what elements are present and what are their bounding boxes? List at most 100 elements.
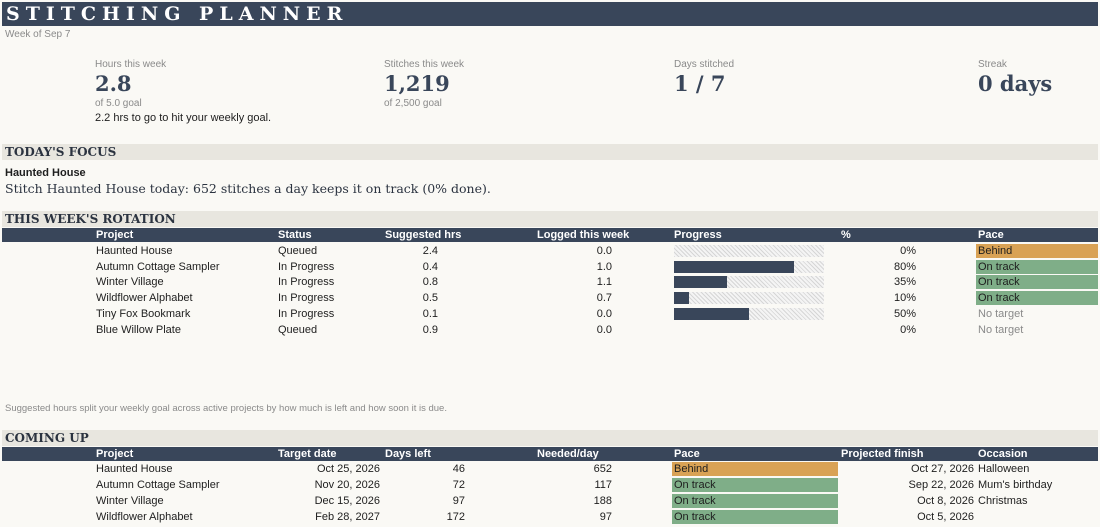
rotation-status: In Progress [278, 308, 335, 320]
coming-target: Nov 20, 2026 [314, 479, 380, 491]
rotation-logged: 0.7 [596, 292, 612, 304]
rotation-project: Blue Willow Plate [96, 324, 181, 336]
coming-target: Dec 15, 2026 [314, 495, 380, 507]
rotation-project: Tiny Fox Bookmark [96, 308, 191, 320]
coming-days-left: 97 [452, 495, 465, 507]
pace-badge: No target [978, 308, 1024, 320]
kpi-stitches-sub: of 2,500 goal [384, 98, 442, 109]
rotation-percent: 35% [893, 276, 916, 288]
coming-row[interactable]: Autumn Cottage Sampler Nov 20, 2026 72 1… [0, 477, 1100, 493]
rotation-row[interactable]: Wildflower Alphabet In Progress 0.5 0.7 … [0, 290, 1100, 306]
kpi-stitches: Stitches this week 1,219 of 2,500 goal [384, 59, 464, 109]
pace-badge: On track [976, 275, 1098, 289]
rotation-row[interactable]: Winter Village In Progress 0.8 1.1 35% O… [0, 274, 1100, 290]
coming-col-target: Target date [278, 448, 337, 460]
coming-days-left: 172 [446, 511, 465, 523]
rotation-col-logged: Logged this week [537, 229, 630, 241]
coming-days-left: 72 [452, 479, 465, 491]
coming-target: Feb 28, 2027 [315, 511, 380, 523]
coming-row[interactable]: Haunted House Oct 25, 2026 46 652 Behind… [0, 461, 1100, 477]
progress-fill [674, 308, 749, 320]
coming-col-project: Project [96, 448, 134, 460]
progress-bar [674, 245, 824, 257]
rotation-percent: 0% [900, 245, 916, 257]
rotation-status: In Progress [278, 292, 335, 304]
coming-up-header: Project Target date Days left Needed/day… [2, 447, 1098, 461]
rotation-percent: 0% [900, 324, 916, 336]
pace-badge: Behind [672, 462, 838, 476]
rotation-row[interactable]: Tiny Fox Bookmark In Progress 0.1 0.0 50… [0, 306, 1100, 322]
coming-needed: 188 [593, 495, 612, 507]
kpi-hours-label: Hours this week [95, 59, 167, 70]
rotation-status: In Progress [278, 276, 335, 288]
coming-col-pace: Pace [674, 448, 700, 460]
pace-badge: On track [976, 291, 1098, 305]
rotation-col-percent: % [841, 229, 851, 241]
pace-badge: No target [978, 324, 1024, 336]
rotation-suggested: 0.4 [422, 261, 438, 273]
rotation-suggested: 2.4 [422, 245, 438, 257]
pace-badge: On track [672, 510, 838, 524]
kpi-hours-sub: of 5.0 goal [95, 98, 142, 109]
app-title: STITCHING PLANNER [2, 2, 1098, 26]
coming-occasion: Halloween [978, 463, 1030, 475]
coming-occasion: Mum's birthday [978, 479, 1053, 491]
kpi-days: Days stitched 1 / 7 [674, 59, 734, 96]
rotation-logged: 1.0 [596, 261, 612, 273]
kpi-streak: Streak 0 days [978, 59, 1052, 96]
kpi-days-label: Days stitched [674, 59, 735, 70]
kpi-days-value: 1 / 7 [674, 71, 726, 96]
progress-bar [674, 276, 824, 288]
coming-row[interactable]: Winter Village Dec 15, 2026 97 188 On tr… [0, 493, 1100, 509]
progress-bar [674, 308, 824, 320]
week-label: Week of Sep 7 [5, 29, 71, 40]
rotation-percent: 10% [893, 292, 916, 304]
kpi-hours-note: 2.2 hrs to go to hit your weekly goal. [95, 112, 272, 124]
rotation-col-pace: Pace [978, 229, 1004, 241]
kpi-hours: Hours this week 2.8 of 5.0 goal 2.2 hrs … [95, 59, 271, 124]
focus-message: Stitch Haunted House today: 652 stitches… [5, 181, 491, 196]
rotation-logged: 0.0 [596, 324, 612, 336]
rotation-col-status: Status [278, 229, 312, 241]
rotation-col-project: Project [96, 229, 134, 241]
rotation-status: In Progress [278, 261, 335, 273]
progress-fill [674, 261, 794, 273]
rotation-footnote: Suggested hours split your weekly goal a… [5, 403, 447, 414]
rotation-logged: 0.0 [596, 245, 612, 257]
rotation-row[interactable]: Haunted House Queued 2.4 0.0 0% Behind [0, 243, 1100, 259]
progress-fill [674, 292, 689, 304]
rotation-logged: 0.0 [596, 308, 612, 320]
focus-project: Haunted House [5, 167, 86, 179]
kpi-stitches-label: Stitches this week [384, 59, 465, 70]
rotation-project: Wildflower Alphabet [96, 292, 193, 304]
rotation-percent: 80% [893, 261, 916, 273]
coming-finish: Oct 8, 2026 [917, 495, 974, 507]
progress-bar [674, 261, 824, 273]
rotation-project: Haunted House [96, 245, 173, 257]
rotation-suggested: 0.1 [422, 308, 438, 320]
kpi-streak-value: 0 days [978, 71, 1053, 96]
coming-finish: Sep 22, 2026 [908, 479, 974, 491]
pace-badge: On track [672, 494, 838, 508]
rotation-col-progress: Progress [674, 229, 722, 241]
kpi-hours-value: 2.8 [95, 71, 132, 96]
coming-needed: 117 [594, 479, 612, 491]
kpi-streak-label: Streak [978, 59, 1007, 70]
rotation-status: Queued [278, 324, 318, 336]
coming-col-occasion: Occasion [978, 448, 1028, 460]
rotation-project: Autumn Cottage Sampler [96, 261, 220, 273]
progress-fill [674, 276, 727, 288]
section-todays-focus: TODAY'S FOCUS [2, 144, 1098, 160]
coming-col-needed: Needed/day [537, 448, 599, 460]
section-coming-up: COMING UP [2, 430, 1098, 446]
pace-badge: On track [976, 260, 1098, 274]
coming-row[interactable]: Wildflower Alphabet Feb 28, 2027 172 97 … [0, 509, 1100, 525]
coming-project: Winter Village [96, 495, 164, 507]
rotation-row[interactable]: Blue Willow Plate Queued 0.9 0.0 0% No t… [0, 322, 1100, 338]
rotation-row[interactable]: Autumn Cottage Sampler In Progress 0.4 1… [0, 259, 1100, 275]
kpi-stitches-value: 1,219 [384, 71, 450, 96]
coming-col-finish: Projected finish [841, 448, 924, 460]
rotation-project: Winter Village [96, 276, 164, 288]
rotation-status: Queued [278, 245, 318, 257]
coming-days-left: 46 [452, 463, 465, 475]
